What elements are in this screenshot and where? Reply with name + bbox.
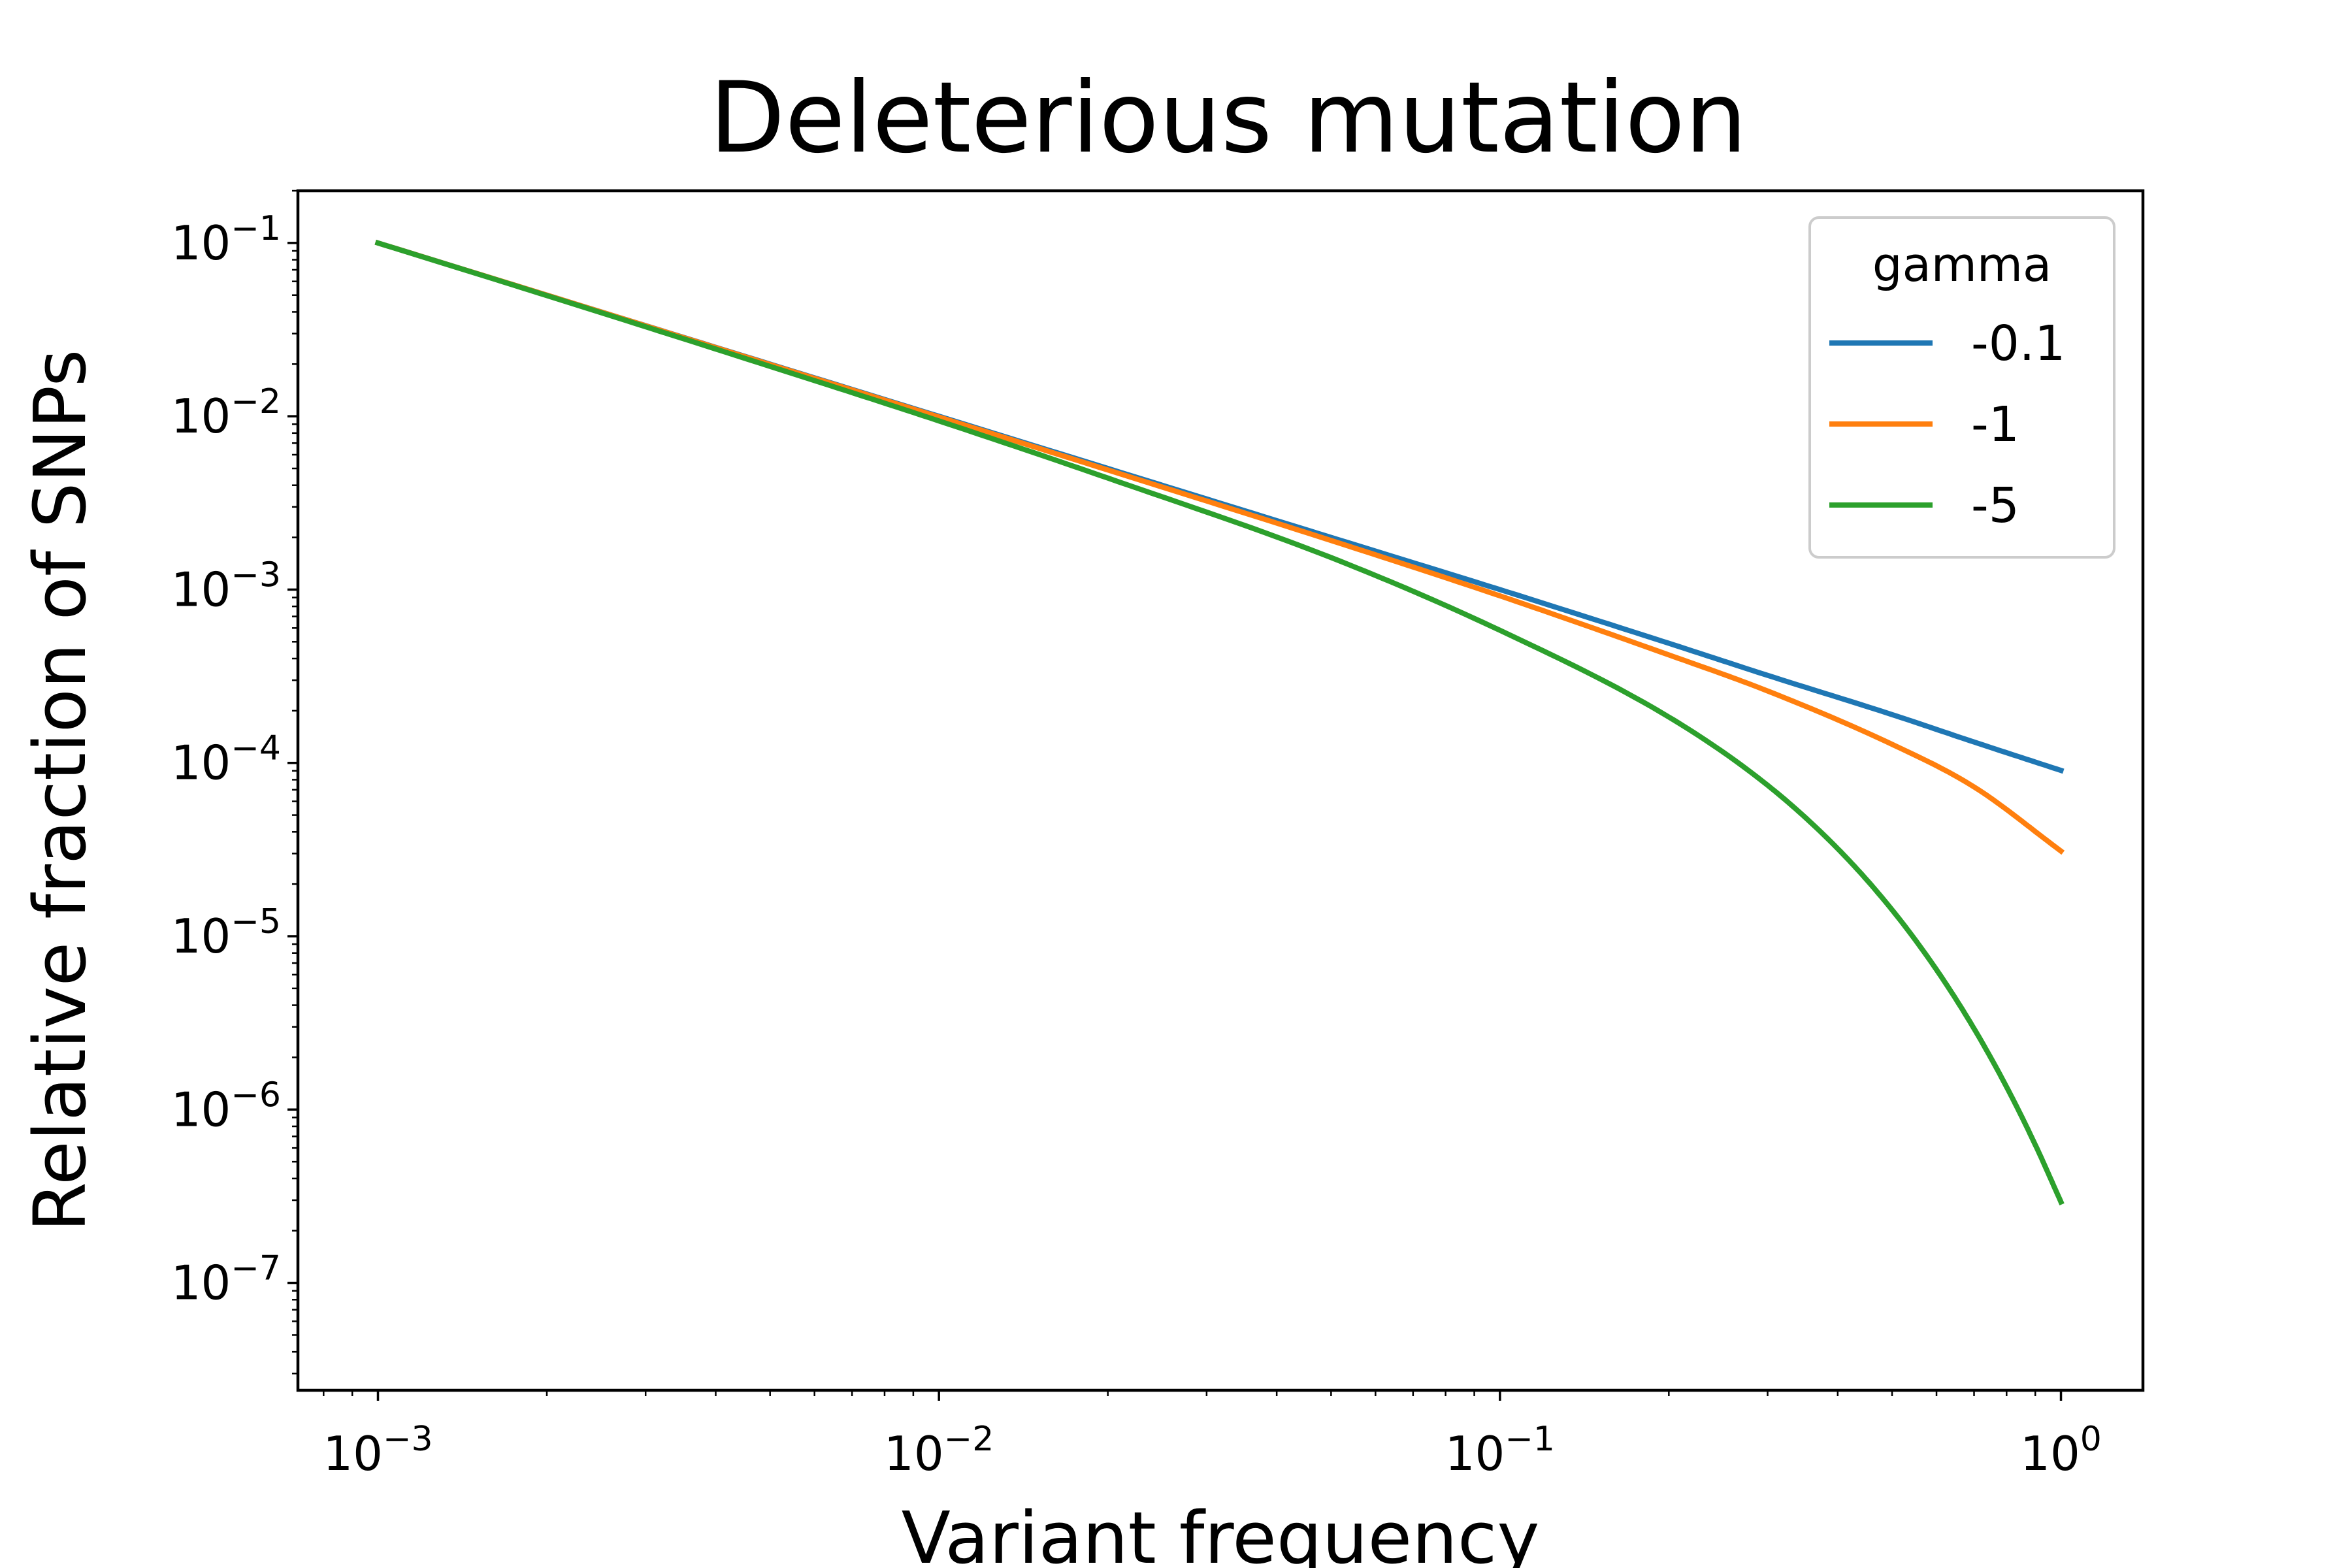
x-axis-label: Variant frequency	[902, 1496, 1540, 1568]
x-axis-ticks: 10−3 10−2 10−1 100	[323, 1390, 2102, 1481]
y-tick-label: 10−5	[171, 902, 281, 964]
legend-label: -0.1	[1971, 316, 2065, 372]
y-tick-label: 10−2	[171, 382, 281, 444]
y-tick-label: 10−4	[171, 729, 281, 791]
series-line--5	[374, 239, 2065, 1205]
x-tick-label: 10−1	[1445, 1420, 1555, 1481]
legend-label: -5	[1971, 478, 2019, 534]
plot-frame	[296, 189, 2145, 1392]
x-tick-label: 10−2	[884, 1420, 994, 1481]
x-tick-label: 10−3	[323, 1420, 433, 1481]
legend-frame	[1808, 216, 2115, 559]
y-tick-label: 10−6	[171, 1075, 281, 1137]
legend-title: gamma	[1872, 237, 2051, 292]
legend-entries: -0.1 -1 -5	[1829, 316, 2065, 534]
y-axis-label: Relative fraction of SNPs	[18, 350, 102, 1232]
y-tick-label: 10−7	[171, 1249, 281, 1311]
x-tick-label: 100	[2020, 1420, 2102, 1481]
series-layer	[374, 239, 2065, 1205]
y-axis-ticks: 10−1 10−2 10−3 10−4 10−5 10−6 10−7	[171, 189, 298, 1375]
chart-title: Deleterious mutation	[710, 61, 1747, 175]
y-tick-label: 10−3	[171, 555, 281, 617]
legend: gamma -0.1 -1 -5	[1808, 216, 2115, 559]
legend-label: -1	[1971, 397, 2019, 453]
y-tick-label: 10−1	[171, 209, 281, 270]
